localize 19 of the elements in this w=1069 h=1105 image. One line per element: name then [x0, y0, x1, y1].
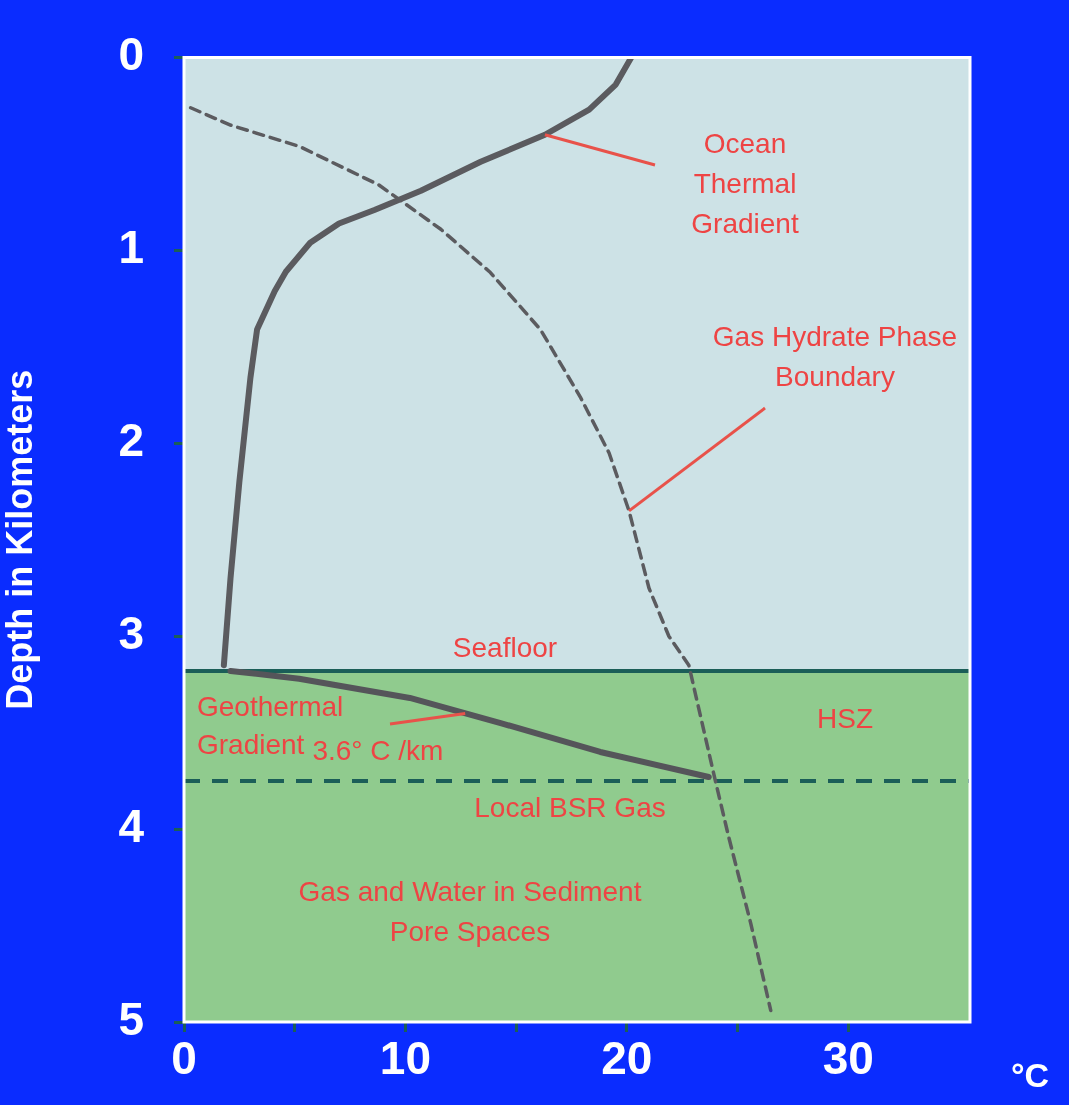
annotation: Geothermal Gradient 3.6° C /km	[197, 690, 444, 766]
annotation: HSZ	[817, 702, 873, 734]
ref-line-label: Local BSR Gas	[474, 791, 666, 823]
x-tick-label: 0	[171, 1032, 197, 1085]
y-axis-title: Depth in Kilometers	[0, 369, 40, 710]
y-tick-label: 3	[118, 606, 144, 659]
y-tick-label: 1	[118, 221, 144, 274]
annotation: Gas and Water in Sediment Pore Spaces	[298, 875, 642, 947]
annotation: Gas Hydrate Phase Boundary	[712, 320, 958, 392]
y-tick-label: 2	[118, 414, 144, 467]
x-tick-label: 20	[601, 1032, 653, 1085]
y-tick-label: 4	[118, 799, 145, 852]
x-axis-title: °C	[1010, 1056, 1050, 1095]
y-tick-label: 0	[118, 28, 144, 81]
annotation: Ocean Thermal Gradient	[691, 127, 799, 239]
x-tick-label: 10	[379, 1032, 431, 1085]
x-tick-label: 30	[822, 1032, 874, 1085]
ref-line-label: Seafloor	[452, 631, 558, 663]
y-tick-label: 5	[118, 992, 144, 1045]
